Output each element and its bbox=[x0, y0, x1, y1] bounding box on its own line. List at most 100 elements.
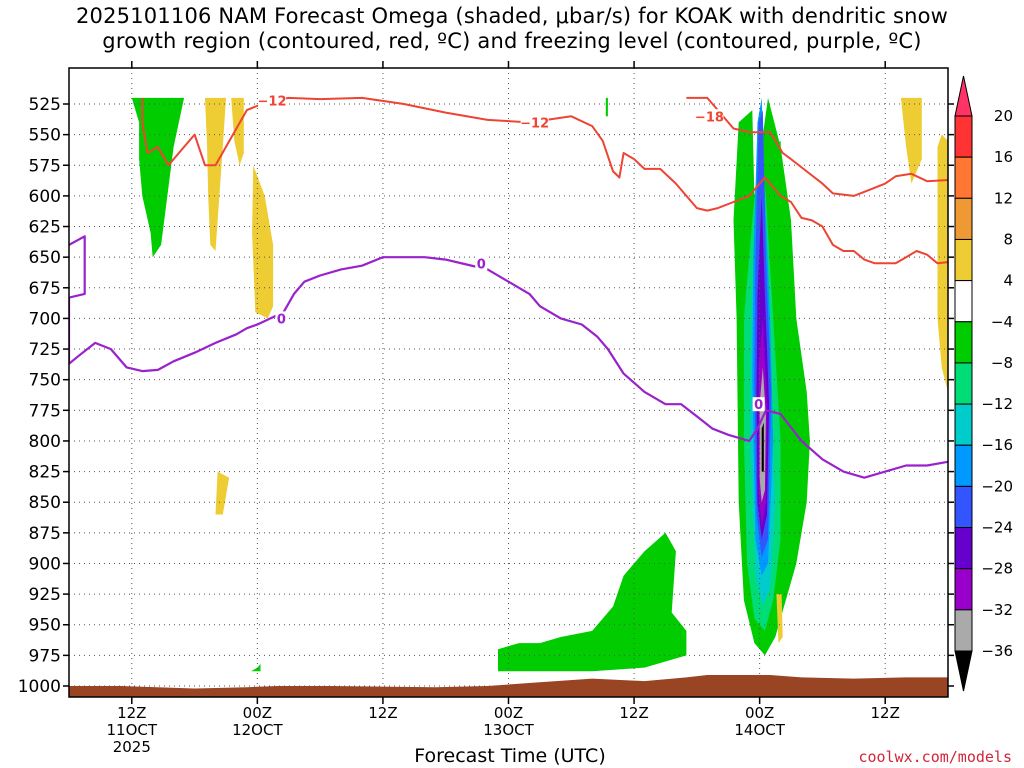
colorbar-label-4: 4 bbox=[1003, 272, 1013, 290]
colorbar-label-6: −8 bbox=[991, 354, 1013, 372]
contour-line-1 bbox=[686, 96, 948, 197]
y-tick-label-18: 975 bbox=[29, 646, 61, 666]
colorbar-label-2: 12 bbox=[994, 189, 1013, 207]
contour-label-bg-3 bbox=[275, 311, 288, 326]
x-tick-label-0-1: 11OCT bbox=[107, 721, 158, 739]
y-tick-label-19: 1000 bbox=[18, 677, 61, 697]
y-tick-label-6: 675 bbox=[29, 279, 61, 299]
contour-label-bg-5 bbox=[752, 397, 765, 412]
x-axis-label: Forecast Time (UTC) bbox=[414, 745, 606, 767]
y-tick-label-2: 575 bbox=[29, 156, 61, 176]
credit-link[interactable]: coolwx.com/models bbox=[858, 748, 1012, 766]
contour-line-2 bbox=[69, 235, 948, 479]
x-tick-label-3-0: 00Z bbox=[494, 704, 523, 722]
colorbar-label-10: −24 bbox=[981, 519, 1013, 537]
colorbar-bottom-arrow bbox=[954, 650, 973, 692]
y-tick-label-17: 950 bbox=[29, 616, 61, 636]
contour-label-1: −12 bbox=[520, 116, 549, 131]
y-tick-label-0: 525 bbox=[29, 95, 61, 115]
x-tick-label-6-0: 12Z bbox=[871, 704, 900, 722]
omega-shade-20 bbox=[900, 97, 922, 184]
colorbar-label-13: −36 bbox=[981, 642, 1013, 660]
omega-shade-0 bbox=[131, 97, 185, 258]
contour-label-bg-4 bbox=[475, 256, 488, 271]
y-tick-label-1: 550 bbox=[29, 126, 61, 146]
x-tick-label-0-2: 2025 bbox=[113, 738, 151, 756]
omega-shade-19 bbox=[605, 97, 608, 117]
omega-shade-15 bbox=[761, 422, 764, 472]
colorbar-segment-10 bbox=[954, 527, 973, 570]
colorbar-segment-12 bbox=[954, 609, 973, 652]
y-tick-label-13: 850 bbox=[29, 493, 61, 513]
colorbar-top-arrow bbox=[954, 75, 973, 117]
omega-shade-6 bbox=[498, 532, 687, 672]
omega-shade-3 bbox=[252, 165, 274, 319]
x-tick-label-3-1: 13OCT bbox=[483, 721, 534, 739]
y-tick-label-7: 700 bbox=[29, 309, 61, 329]
omega-shade-16 bbox=[785, 330, 794, 392]
y-tick-label-10: 775 bbox=[29, 401, 61, 421]
y-tick-label-4: 625 bbox=[29, 218, 61, 238]
contour-label-3: 0 bbox=[277, 312, 286, 327]
contour-label-bg-0 bbox=[258, 93, 287, 108]
x-tick-label-1-0: 00Z bbox=[243, 704, 272, 722]
colorbar-segment-9 bbox=[954, 485, 973, 529]
x-tick-label-4-0: 12Z bbox=[619, 704, 648, 722]
y-tick-label-16: 925 bbox=[29, 585, 61, 605]
colorbar-segment-8 bbox=[954, 444, 973, 487]
title-line-2: growth region (contoured, red, ºC) and f… bbox=[102, 29, 922, 53]
colorbar-segment-1 bbox=[954, 156, 973, 199]
contour-label-5: 0 bbox=[754, 398, 763, 413]
y-tick-label-3: 600 bbox=[29, 187, 61, 207]
colorbar-label-1: 16 bbox=[994, 148, 1013, 166]
plot-area: −12 −12 −18 0 0 0 bbox=[69, 68, 948, 697]
colorbar-segment-7 bbox=[954, 403, 973, 446]
x-tick-label-2-0: 12Z bbox=[368, 704, 397, 722]
terrain bbox=[69, 675, 948, 697]
contour-label-0: −12 bbox=[258, 94, 287, 109]
colorbar-segment-0 bbox=[954, 115, 973, 158]
plot-frame bbox=[68, 67, 949, 698]
y-tick-label-11: 800 bbox=[29, 432, 61, 452]
y-tick-label-5: 650 bbox=[29, 248, 61, 268]
y-tick-label-14: 875 bbox=[29, 524, 61, 544]
colorbar-label-3: 8 bbox=[1003, 230, 1013, 248]
colorbar-label-11: −28 bbox=[981, 560, 1013, 578]
y-tick-label-15: 900 bbox=[29, 554, 61, 574]
contour-label-bg-2 bbox=[695, 109, 724, 124]
colorbar-label-9: −20 bbox=[981, 477, 1013, 495]
contour-label-bg-1 bbox=[520, 115, 549, 130]
colorbar-label-5: −4 bbox=[991, 313, 1013, 331]
colorbar-label-8: −16 bbox=[981, 436, 1013, 454]
omega-shade-18 bbox=[776, 594, 783, 644]
colorbar-label-0: 20 bbox=[994, 107, 1013, 125]
colorbar-segment-11 bbox=[954, 568, 973, 611]
x-tick-label-1-1: 12OCT bbox=[232, 721, 283, 739]
y-tick-label-12: 825 bbox=[29, 463, 61, 483]
colorbar-segment-3 bbox=[954, 238, 973, 282]
omega-shade-2 bbox=[231, 97, 244, 166]
x-tick-label-5-1: 14OCT bbox=[734, 721, 785, 739]
colorbar-label-7: −12 bbox=[981, 395, 1013, 413]
colorbar-segment-4 bbox=[954, 280, 973, 323]
contour-line-0 bbox=[141, 96, 948, 265]
colorbar-segment-5 bbox=[954, 321, 973, 364]
x-tick-label-0-0: 12Z bbox=[117, 704, 146, 722]
x-tick-label-5-0: 00Z bbox=[745, 704, 774, 722]
chart-title: 2025101106 NAM Forecast Omega (shaded, μ… bbox=[0, 4, 1024, 54]
omega-shade-4 bbox=[215, 471, 230, 515]
y-tick-label-9: 750 bbox=[29, 371, 61, 391]
y-tick-label-8: 725 bbox=[29, 340, 61, 360]
colorbar-segment-2 bbox=[954, 197, 973, 240]
contour-label-2: −18 bbox=[695, 110, 724, 125]
axes: 525 550 575 600 625 650 675 700 725 750 775 800 825 8… bbox=[18, 61, 954, 756]
contour-label-4: 0 bbox=[477, 257, 486, 272]
omega-shade-5 bbox=[251, 663, 261, 672]
omega-shade-1 bbox=[205, 97, 226, 252]
colorbar-label-12: −32 bbox=[981, 601, 1013, 619]
omega-shade-17 bbox=[774, 140, 783, 221]
colorbar: 20 16 12 8 4 −4 −8 −12 −16 −20 −24 −28 −32 −36 bbox=[954, 75, 1013, 692]
title-line-1: 2025101106 NAM Forecast Omega (shaded, μ… bbox=[75, 4, 949, 28]
colorbar-segment-6 bbox=[954, 362, 973, 405]
